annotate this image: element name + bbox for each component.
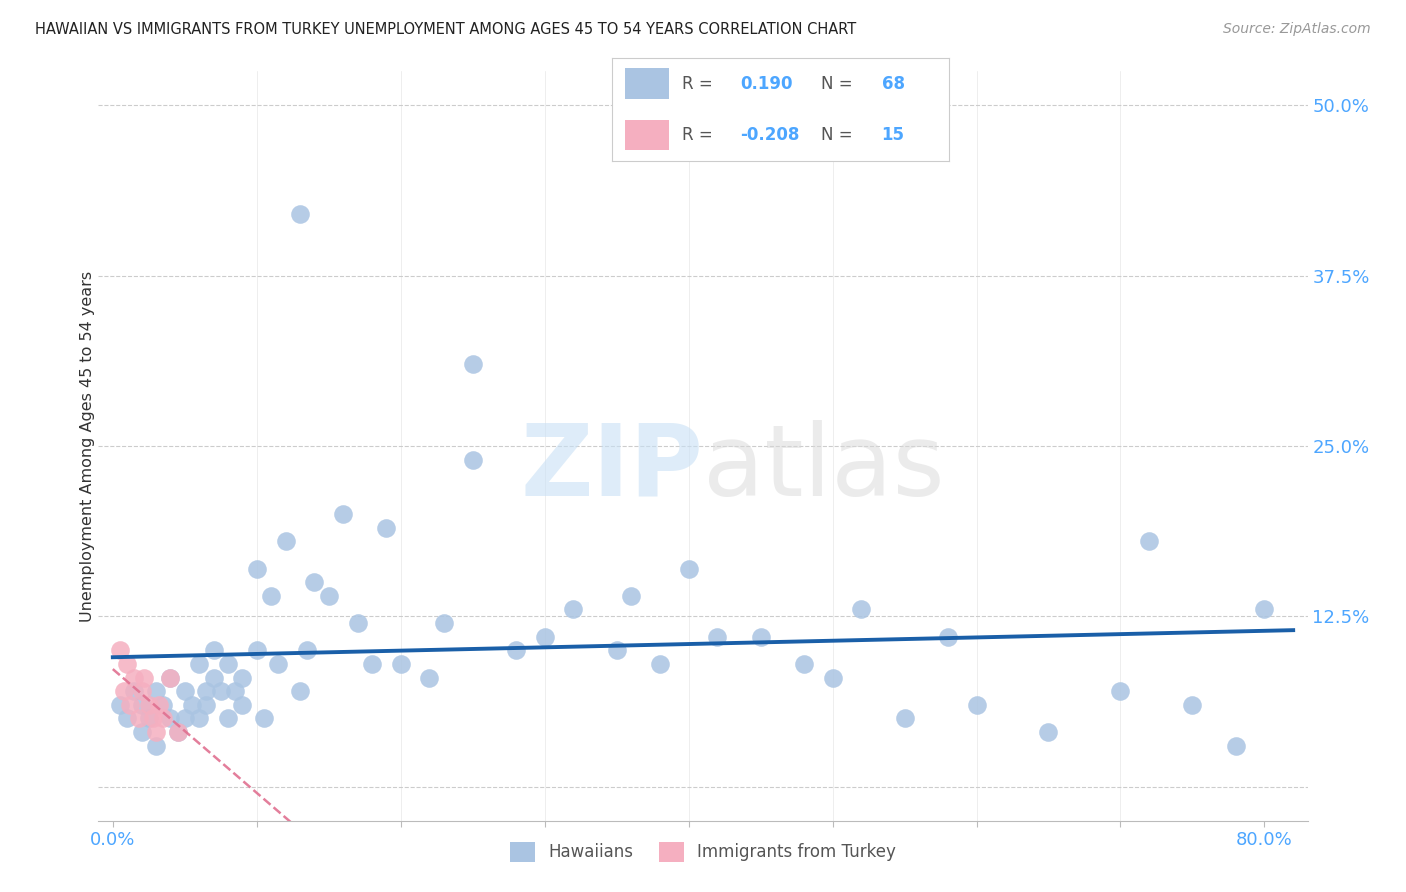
Point	[1109, 684, 1132, 698]
Point	[195, 698, 218, 712]
Text: -0.208: -0.208	[740, 126, 799, 144]
Point	[224, 684, 246, 698]
Point	[152, 711, 174, 725]
Point	[142, 711, 165, 725]
Point	[131, 725, 153, 739]
Point	[173, 711, 195, 725]
Point	[188, 711, 211, 725]
Point	[195, 684, 218, 698]
Point	[318, 589, 340, 603]
Point	[108, 643, 131, 657]
Point	[389, 657, 412, 671]
Point	[159, 671, 181, 685]
Point	[648, 657, 671, 671]
Point	[217, 711, 239, 725]
Text: Source: ZipAtlas.com: Source: ZipAtlas.com	[1223, 22, 1371, 37]
Point	[706, 630, 728, 644]
Point	[533, 630, 555, 644]
Point	[246, 643, 269, 657]
Text: 68: 68	[882, 75, 904, 93]
Point	[361, 657, 384, 671]
Point	[159, 711, 181, 725]
Point	[821, 671, 844, 685]
Point	[120, 698, 142, 712]
Point	[966, 698, 988, 712]
Point	[418, 671, 440, 685]
FancyBboxPatch shape	[626, 68, 669, 99]
Point	[124, 684, 146, 698]
Point	[346, 616, 368, 631]
Point	[274, 534, 297, 549]
Point	[606, 643, 628, 657]
Point	[1253, 602, 1275, 616]
Point	[678, 561, 700, 575]
Point	[288, 207, 311, 221]
Point	[115, 711, 138, 725]
Point	[188, 657, 211, 671]
Y-axis label: Unemployment Among Ages 45 to 54 years: Unemployment Among Ages 45 to 54 years	[80, 270, 94, 622]
Point	[173, 684, 195, 698]
Point	[620, 589, 643, 603]
Point	[181, 698, 204, 712]
Point	[1181, 698, 1204, 712]
Text: 15: 15	[882, 126, 904, 144]
Text: R =: R =	[682, 126, 718, 144]
Point	[134, 671, 156, 685]
Text: 0.190: 0.190	[740, 75, 793, 93]
Point	[217, 657, 239, 671]
Point	[246, 561, 269, 575]
Point	[1038, 725, 1060, 739]
Text: HAWAIIAN VS IMMIGRANTS FROM TURKEY UNEMPLOYMENT AMONG AGES 45 TO 54 YEARS CORREL: HAWAIIAN VS IMMIGRANTS FROM TURKEY UNEMP…	[35, 22, 856, 37]
Point	[166, 725, 188, 739]
Point	[138, 711, 160, 725]
Point	[893, 711, 915, 725]
Legend: Hawaiians, Immigrants from Turkey: Hawaiians, Immigrants from Turkey	[503, 835, 903, 869]
Point	[131, 698, 153, 712]
Point	[1137, 534, 1160, 549]
Point	[145, 684, 167, 698]
Text: ZIP: ZIP	[520, 420, 703, 517]
Point	[231, 671, 253, 685]
Point	[749, 630, 772, 644]
Point	[128, 711, 150, 725]
Point	[267, 657, 290, 671]
Point	[260, 589, 283, 603]
FancyBboxPatch shape	[626, 120, 669, 150]
Point	[433, 616, 456, 631]
Point	[288, 684, 311, 698]
Point	[124, 671, 146, 685]
Point	[295, 643, 318, 657]
Point	[461, 452, 484, 467]
Point	[148, 698, 170, 712]
Point	[793, 657, 815, 671]
Point	[231, 698, 253, 712]
Point	[131, 684, 153, 698]
Text: N =: N =	[821, 75, 858, 93]
Point	[375, 521, 398, 535]
Point	[138, 698, 160, 712]
Point	[461, 357, 484, 371]
Point	[332, 507, 354, 521]
Text: R =: R =	[682, 75, 718, 93]
Point	[202, 671, 225, 685]
Point	[209, 684, 232, 698]
Point	[108, 698, 131, 712]
Point	[505, 643, 527, 657]
Point	[1225, 739, 1247, 753]
Point	[253, 711, 276, 725]
Point	[166, 725, 188, 739]
Point	[202, 643, 225, 657]
Point	[115, 657, 138, 671]
Point	[936, 630, 959, 644]
Point	[112, 684, 135, 698]
Point	[145, 725, 167, 739]
Point	[562, 602, 585, 616]
Point	[304, 575, 326, 590]
Point	[851, 602, 873, 616]
Text: atlas: atlas	[703, 420, 945, 517]
Point	[152, 698, 174, 712]
Point	[145, 739, 167, 753]
Text: N =: N =	[821, 126, 858, 144]
Point	[159, 671, 181, 685]
